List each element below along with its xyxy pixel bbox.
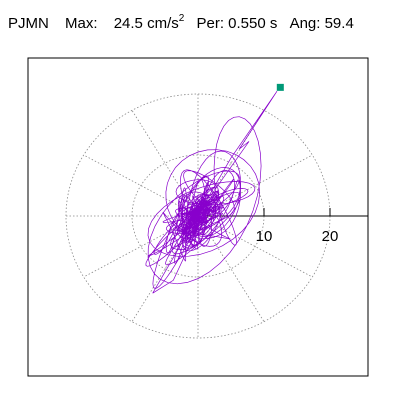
angle-value: 59.4 — [324, 15, 354, 32]
period-label: Per: — [196, 15, 224, 32]
station-code: PJMN — [8, 15, 49, 32]
marker-group — [276, 83, 284, 91]
max-unit: cm/s — [147, 15, 179, 32]
max-label: Max: — [65, 15, 98, 32]
x-tick-label-10: 10 — [256, 228, 273, 245]
peak-marker — [276, 83, 284, 91]
plot-frame — [27, 57, 369, 377]
grid-spoke-150 — [83, 154, 199, 217]
axes: 10 20 — [198, 208, 368, 245]
orbit-trace — [145, 116, 262, 289]
grid-spoke-120 — [131, 110, 199, 217]
max-unit-exponent: 2 — [178, 13, 185, 24]
period-value: 0.550 s — [228, 15, 278, 32]
trace-group — [145, 91, 278, 294]
peak-trace — [152, 91, 278, 294]
header-line: PJMN Max: 24.5 cm/s2 Per: 0.550 s Ang: 5… — [8, 13, 354, 32]
angle-label: Ang: — [289, 15, 321, 32]
x-tick-label-20: 20 — [322, 228, 339, 245]
grid-spoke-210 — [83, 215, 199, 278]
max-value: 24.5 — [113, 15, 143, 32]
grid-spoke-330 — [197, 215, 313, 278]
